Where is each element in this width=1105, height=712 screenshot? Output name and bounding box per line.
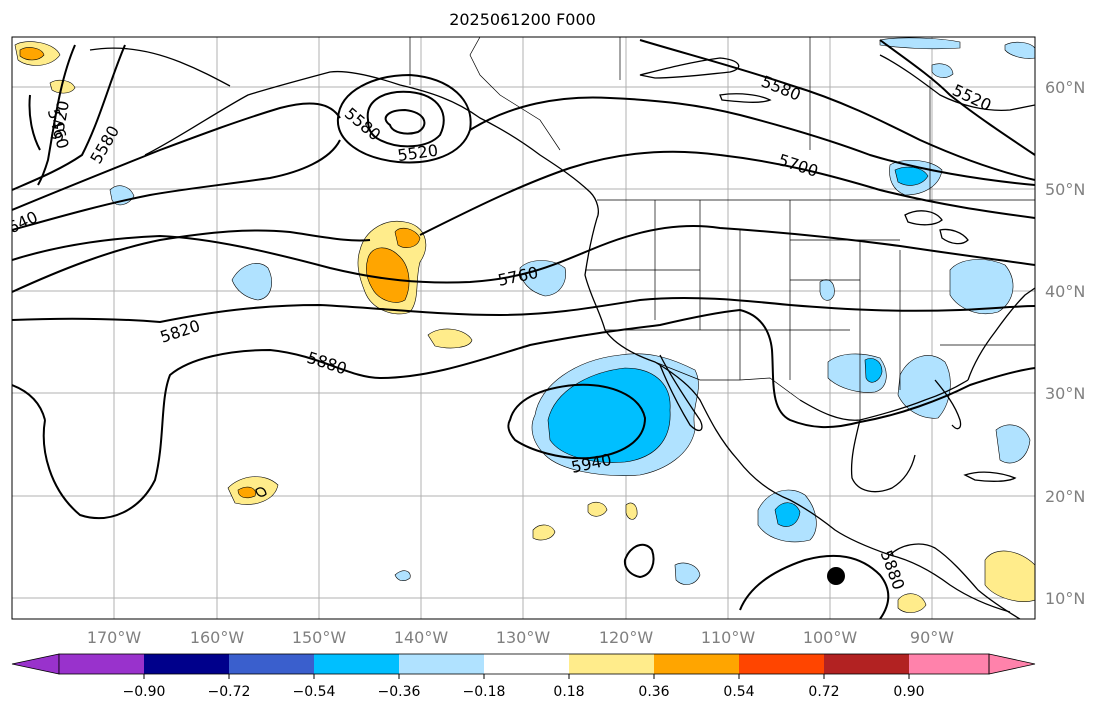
colorbar-tick-label: −0.72 — [208, 684, 251, 700]
lat-label-10n: 10°N — [1045, 589, 1085, 608]
colorbar: −0.90 −0.72 −0.54 −0.36 −0.18 0.18 0.36 … — [11, 653, 1036, 700]
colorbar-bin-3 — [229, 654, 314, 674]
lon-label-170w: 170°W — [87, 628, 142, 647]
latitude-labels: 60°N 50°N 40°N 30°N 20°N 10°N — [1045, 78, 1085, 608]
political-borders — [409, 37, 1035, 420]
colorbar-tick-label: 0.18 — [553, 684, 584, 700]
colorbar-extend-right — [988, 653, 1036, 675]
lon-label-130w: 130°W — [496, 628, 551, 647]
map-title: 2025061200 F000 — [449, 10, 596, 29]
contour-5580-west — [12, 44, 126, 191]
colorbar-bin-4 — [314, 654, 399, 674]
contour-5760 — [12, 225, 1035, 284]
contour-5520-low — [384, 108, 426, 135]
contour-5880-small — [623, 543, 655, 579]
contour-5820 — [12, 296, 1035, 324]
lon-label-140w: 140°W — [394, 628, 449, 647]
lon-label-90w: 90°W — [910, 628, 954, 647]
colorbar-bin-2 — [144, 654, 229, 674]
lat-label-30n: 30°N — [1045, 384, 1085, 403]
colorbar-bin-10 — [824, 654, 909, 674]
contour-low-ring2 — [366, 90, 445, 148]
contour-5460 — [28, 94, 41, 151]
contour-5880-main — [42, 308, 1035, 520]
colorbar-tick-label: −0.36 — [378, 684, 421, 700]
colorbar-bin-7 — [569, 654, 654, 674]
colorbar-tick-label: 0.72 — [808, 684, 839, 700]
contour-5640 — [12, 229, 371, 293]
contour-5520-east — [879, 39, 1035, 156]
lat-label-40n: 40°N — [1045, 282, 1085, 301]
colorbar-tick-label: 0.54 — [723, 684, 754, 700]
contour-5580-main — [12, 139, 341, 231]
negative-anomaly-baja-core — [547, 367, 671, 463]
contour-5880-west — [12, 384, 46, 421]
colorbar-extend-left — [11, 653, 60, 675]
contour-5880-south — [739, 554, 890, 619]
contour-5940 — [507, 383, 647, 460]
coastlines — [89, 47, 1035, 619]
gridlines — [12, 37, 1035, 619]
colorbar-bin-9 — [739, 654, 824, 674]
lat-label-20n: 20°N — [1045, 487, 1085, 506]
colorbar-bin-6 — [484, 654, 569, 674]
lat-label-60n: 60°N — [1045, 78, 1085, 97]
colorbar-bin-11 — [909, 654, 989, 674]
contour-high-lat — [469, 96, 1035, 186]
colorbar-tick-label: −0.18 — [463, 684, 506, 700]
colorbar-tick-label: 0.90 — [893, 684, 924, 700]
contour-5700 — [419, 150, 1035, 236]
colorbar-tick-label: −0.90 — [123, 684, 166, 700]
positive-anomaly-west-core — [366, 247, 410, 303]
colorbar-bin-1 — [59, 654, 144, 674]
height-contours — [12, 39, 1035, 619]
colorbar-tick-label: −0.54 — [293, 684, 336, 700]
colorbar-tick-label: 0.36 — [638, 684, 669, 700]
contour-5580-east — [639, 39, 1035, 181]
lon-label-160w: 160°W — [190, 628, 245, 647]
map-border — [11, 36, 1036, 620]
lon-label-120w: 120°W — [599, 628, 654, 647]
marker-dot — [827, 567, 845, 585]
colorbar-bin-8 — [654, 654, 739, 674]
lat-label-50n: 50°N — [1045, 180, 1085, 199]
lon-label-100w: 100°W — [803, 628, 858, 647]
lon-label-150w: 150°W — [292, 628, 347, 647]
longitude-labels: 170°W 160°W 150°W 140°W 130°W 120°W 110°… — [87, 628, 954, 647]
colorbar-bin-5 — [399, 654, 484, 674]
contour-ridge-1 — [12, 102, 341, 211]
lon-label-110w: 110°W — [701, 628, 756, 647]
